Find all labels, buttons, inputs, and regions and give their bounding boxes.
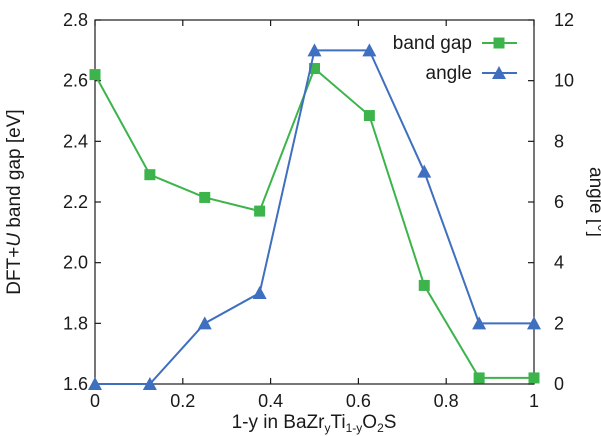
- legend-label-angle: angle: [426, 63, 473, 84]
- x-tick-label: 0.4: [258, 391, 283, 411]
- data-point-band-gap: [363, 110, 375, 122]
- data-point-band-gap: [199, 191, 211, 203]
- data-point-band-gap: [89, 69, 101, 81]
- data-point-band-gap: [144, 169, 156, 181]
- legend: band gap angle: [393, 33, 517, 84]
- data-point-angle: [88, 377, 102, 390]
- series-line-band-gap: [94, 66, 534, 379]
- y-left-tick-label: 1.8: [63, 313, 88, 333]
- y-right-tick-label: 10: [554, 71, 574, 91]
- x-tick-label: 0.6: [346, 391, 371, 411]
- data-point-band-gap: [309, 63, 320, 75]
- data-point-angle: [472, 316, 487, 330]
- x-tick-label: 0.8: [434, 391, 459, 411]
- y-left-tick-label: 2.4: [63, 131, 88, 151]
- y-left-tick-label: 2.6: [63, 71, 88, 91]
- y-right-tick-label: 4: [554, 253, 564, 273]
- series-line-angle: [95, 49, 534, 385]
- data-point-angle: [362, 43, 377, 57]
- data-point-band-gap: [418, 279, 430, 291]
- data-point-angle: [417, 164, 432, 178]
- x-tick-label: 0.2: [170, 391, 195, 411]
- y-left-tick-label: 2.8: [63, 10, 88, 30]
- data-point-angle: [142, 377, 157, 390]
- data-point-angle: [307, 43, 322, 57]
- data-point-band-gap: [528, 372, 540, 384]
- y-right-tick-label: 0: [554, 374, 564, 394]
- y-axis-left-label: DFT+U band gap [eV]: [4, 109, 25, 294]
- legend-marker-band-gap: [493, 37, 505, 49]
- y-right-tick-label: 12: [554, 10, 574, 30]
- y-right-tick-label: 8: [554, 131, 564, 151]
- ticks-layer: 0 0.2 0.4 0.6 0.8 1 1.6 1.8 2.0 2.2 2.4 2.6 2.8 0 2 4 6 8…: [63, 10, 574, 411]
- data-point-angle: [527, 316, 541, 330]
- data-point-band-gap: [254, 205, 266, 217]
- y-right-tick-label: 2: [554, 313, 564, 333]
- legend-label-band-gap: band gap: [393, 33, 472, 54]
- y-right-tick-label: 6: [554, 192, 564, 212]
- x-tick-label: 0: [90, 391, 100, 411]
- y-left-tick-label: 2.2: [63, 192, 88, 212]
- y-axis-right-label: angle [°]: [585, 167, 601, 237]
- x-tick-label: 1: [529, 391, 539, 411]
- y-left-tick-label: 2.0: [63, 253, 88, 273]
- data-point-band-gap: [473, 372, 485, 384]
- legend-marker-angle: [492, 66, 506, 79]
- data-point-angle: [197, 316, 212, 330]
- y-left-tick-label: 1.6: [63, 374, 88, 394]
- x-axis-label: 1-y in BaZryTi1-yO2S: [232, 412, 397, 435]
- series-layer: [88, 43, 541, 390]
- data-point-angle: [252, 286, 267, 299]
